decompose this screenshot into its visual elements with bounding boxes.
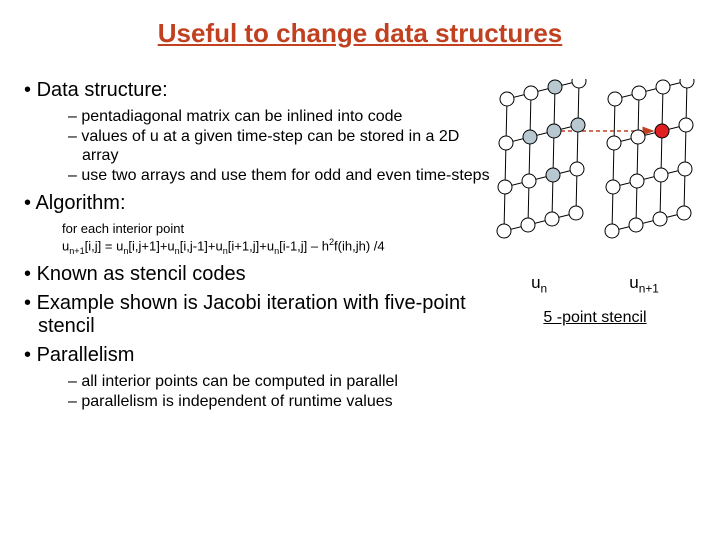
algorithm-code: for each interior point un+1[i,j] = un[i…: [20, 221, 490, 258]
page-title: Useful to change data structures: [0, 0, 720, 79]
ds-item-2: use two arrays and use them for odd and …: [20, 167, 490, 185]
ds-item-1: values of u at a given time-step can be …: [20, 128, 490, 165]
diagram-labels: un un+1: [490, 273, 700, 295]
bullet-example: Example shown is Jacobi iteration with f…: [20, 292, 490, 338]
diagram-column: un un+1 5 -point stencil: [490, 79, 720, 414]
stencil-diagram: [490, 79, 700, 269]
label-un: un: [531, 273, 547, 295]
bullet-algorithm: Algorithm:: [20, 192, 490, 215]
par-item-0: all interior points can be computed in p…: [20, 373, 490, 391]
ds-item-0: pentadiagonal matrix can be inlined into…: [20, 108, 490, 126]
stencil-caption: 5 -point stencil: [490, 309, 700, 327]
bullet-parallelism: Parallelism: [20, 344, 490, 367]
content-area: Data structure: pentadiagonal matrix can…: [0, 79, 720, 414]
text-column: Data structure: pentadiagonal matrix can…: [0, 79, 490, 414]
bullet-stencil: Known as stencil codes: [20, 263, 490, 286]
label-un1: un+1: [629, 273, 659, 295]
par-item-1: parallelism is independent of runtime va…: [20, 393, 490, 411]
bullet-data-structure: Data structure:: [20, 79, 490, 102]
